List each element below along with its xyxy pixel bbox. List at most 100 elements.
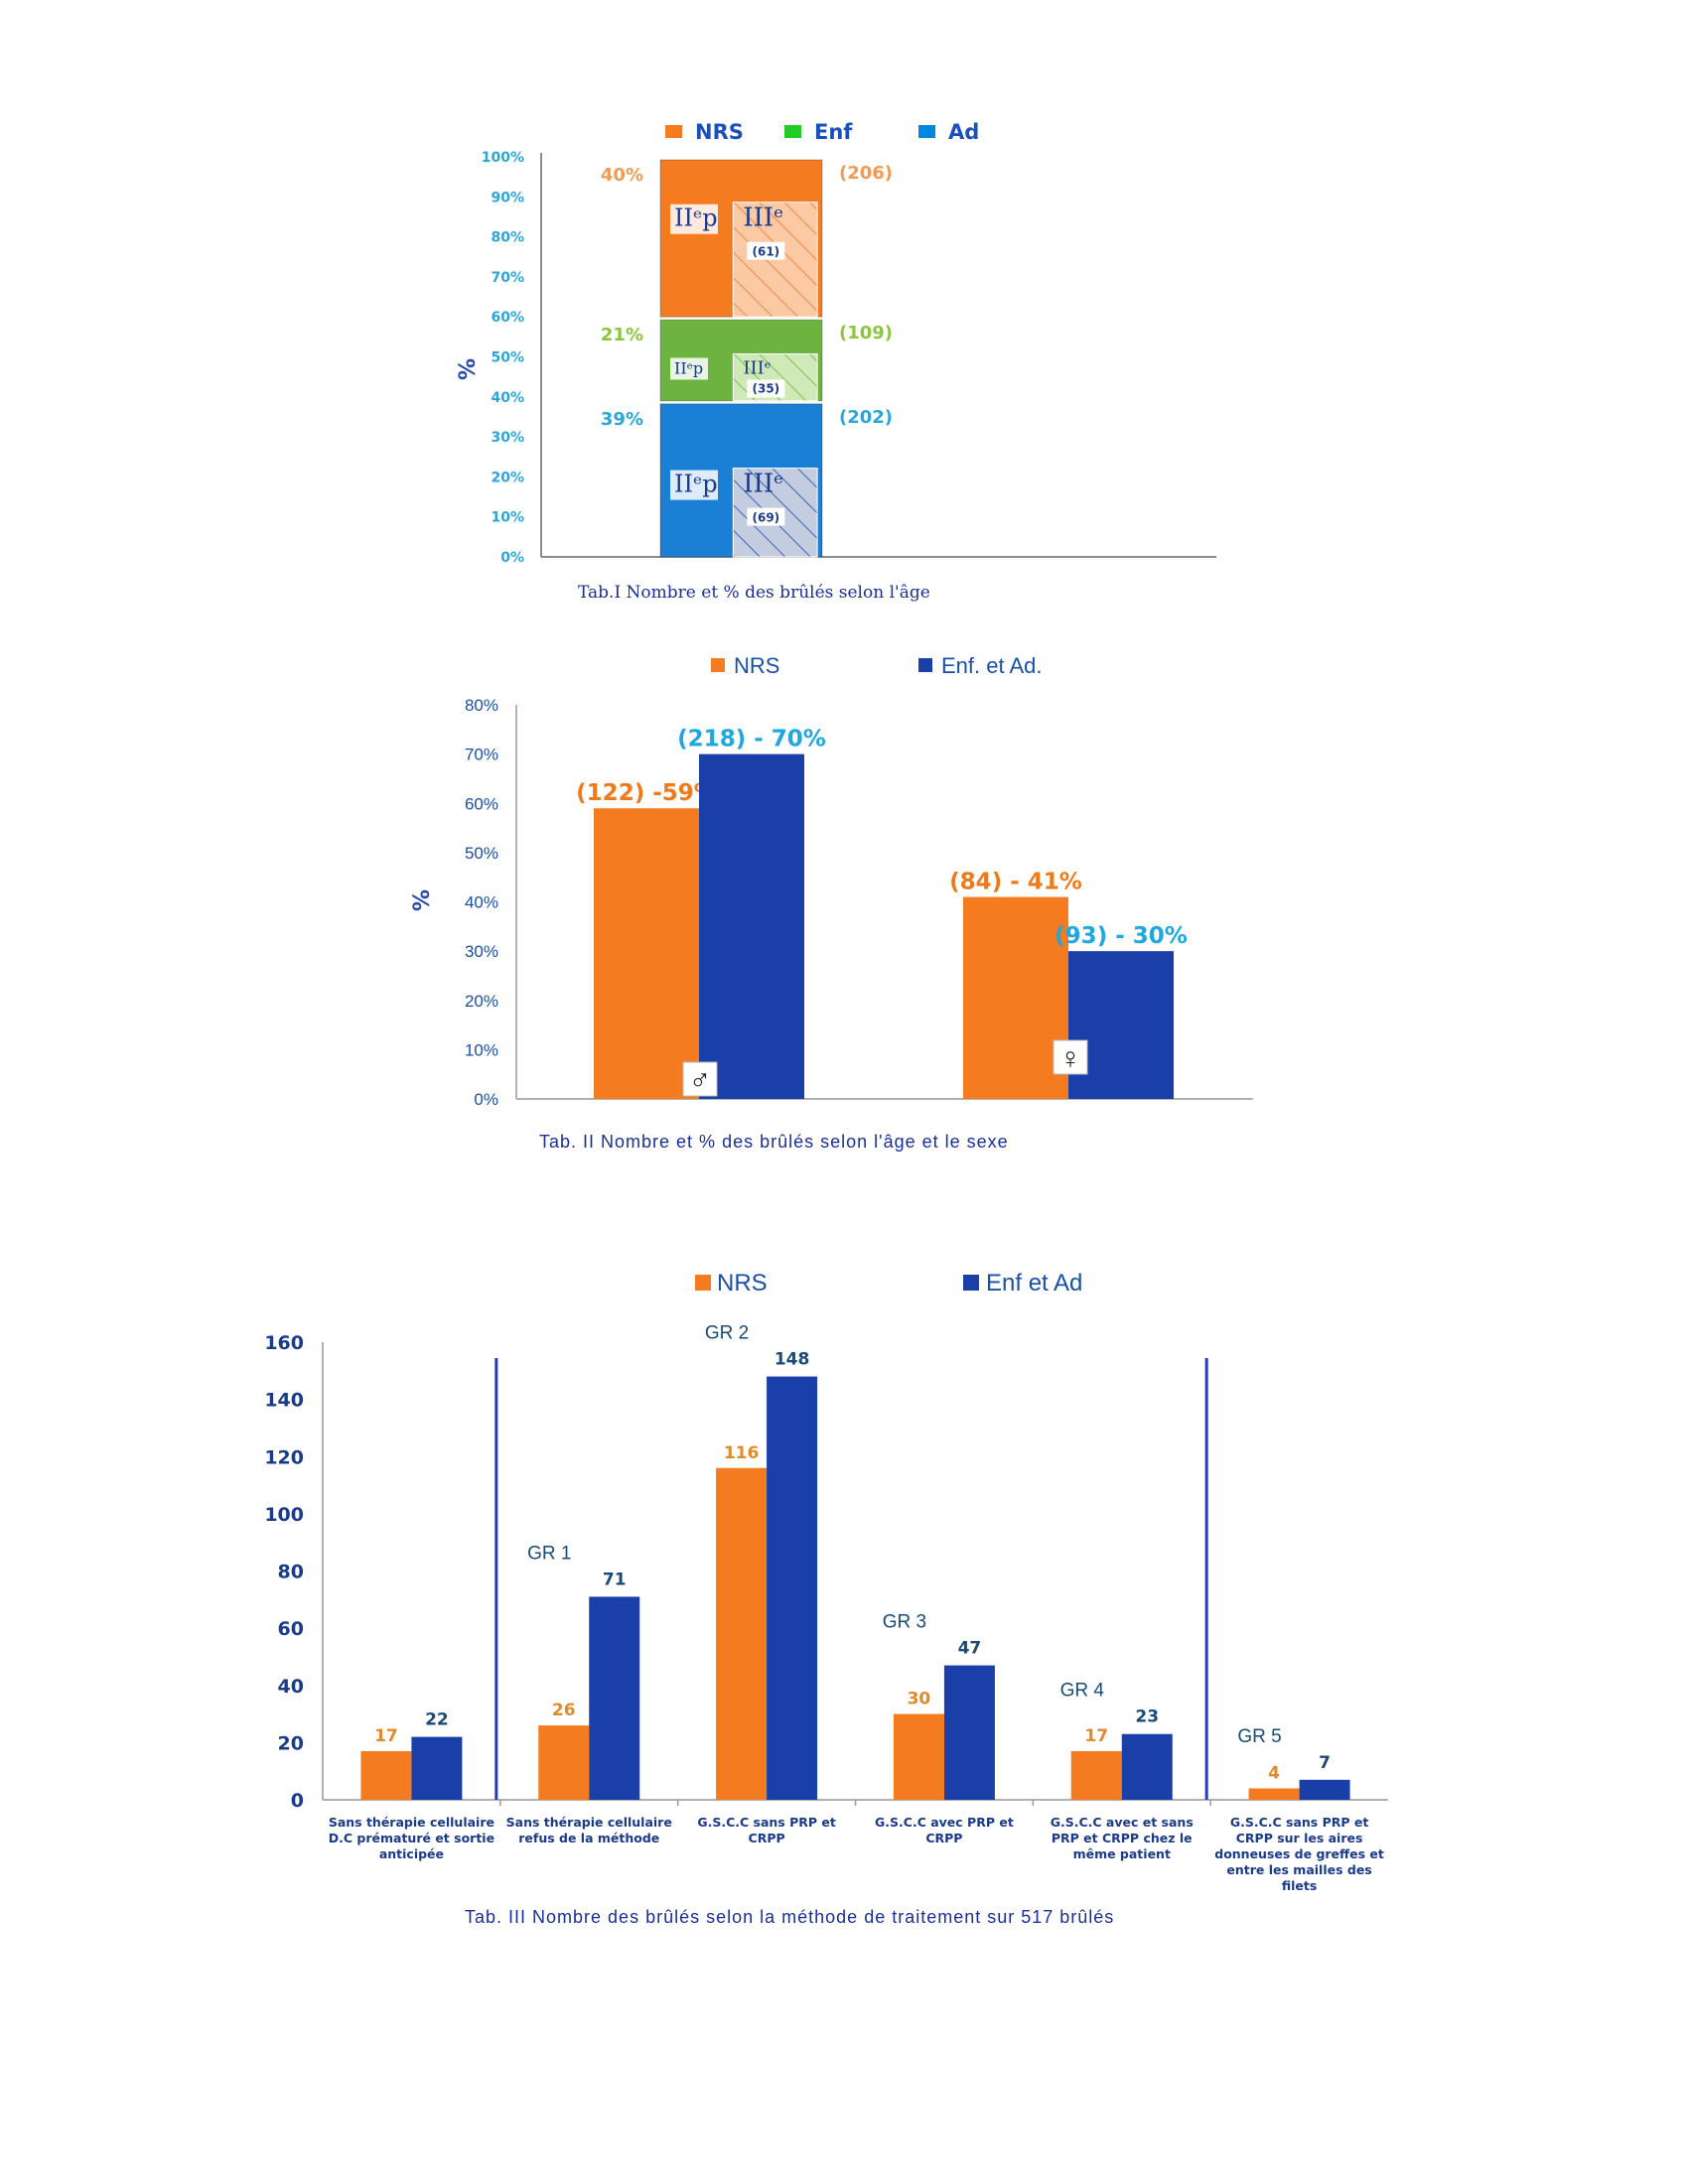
bar-enf-ad-5	[1299, 1779, 1350, 1800]
bar-nrs-2	[716, 1467, 768, 1800]
count-label-ad: (202)	[839, 407, 893, 428]
legend-label-enf-ad: Enf. et Ad.	[941, 653, 1043, 678]
y-tick-label: 90%	[491, 190, 524, 205]
y-axis-title: %	[410, 889, 435, 911]
category-label: G.S.C.C sans PRP et	[1230, 1815, 1369, 1830]
category-label: Sans thérapie cellulaire	[506, 1815, 672, 1830]
sub-count-box	[747, 379, 785, 398]
legend-label-nrs: NRS	[717, 1270, 768, 1297]
y-tick-label: 40%	[491, 390, 524, 406]
group-label: GR 3	[883, 1612, 926, 1633]
y-tick-label: 120	[264, 1446, 304, 1468]
y-tick-label: 70%	[465, 746, 498, 764]
bar-label: (84) - 41%	[949, 870, 1082, 895]
group-label: GR 1	[527, 1543, 571, 1564]
bar-value-label: 47	[958, 1639, 982, 1659]
category-label: refus de la méthode	[518, 1831, 659, 1845]
bar-enf-ad-0	[699, 753, 804, 1099]
y-tick-label: 0%	[500, 550, 524, 566]
pct-label-ad: 39%	[601, 409, 643, 430]
pct-label-enf: 21%	[601, 325, 643, 345]
y-axis-title: %	[456, 358, 481, 380]
bar-nrs-3	[893, 1713, 944, 1800]
bar-value-label: 23	[1135, 1707, 1159, 1727]
bar-value-label: 71	[603, 1570, 627, 1589]
y-tick-label: 50%	[465, 844, 498, 863]
category-label: donneuses de greffes et	[1214, 1846, 1384, 1861]
male-symbol-icon	[682, 1061, 718, 1097]
legend-label-nrs: NRS	[734, 653, 779, 678]
y-tick-label: 80	[278, 1562, 304, 1583]
group-label: GR 2	[705, 1323, 749, 1344]
count-label-enf: (109)	[839, 323, 893, 343]
category-label: CRPP sur les aires	[1236, 1831, 1363, 1845]
category-label: G.S.C.C sans PRP et	[697, 1815, 836, 1830]
sub-label-box	[670, 470, 718, 500]
chart-treatment-method: NRS Enf et Ad 0 20 40 60 80 100 120 140 160 17 22 San…	[264, 1270, 1388, 1927]
bar-value-label: 22	[425, 1710, 449, 1730]
bar-enf-ad-3	[943, 1665, 995, 1800]
category-label: CRPP	[925, 1831, 962, 1845]
sub-count-box	[747, 241, 785, 260]
y-tick-label: 20%	[491, 470, 524, 485]
y-tick-label: 0%	[474, 1090, 498, 1109]
sub-label-left: IIᵉp	[674, 205, 718, 232]
group-label: GR 4	[1060, 1681, 1105, 1702]
bar-value-label: 30	[908, 1690, 931, 1709]
y-tick-label: 40%	[465, 893, 498, 912]
y-tick-label: 80%	[491, 230, 524, 246]
sub-label-right: IIIᵉ	[743, 204, 783, 233]
legend-swatch-enf	[784, 125, 801, 138]
sub-label-right: IIIᵉ	[743, 357, 771, 378]
chart-age-stacked: NRS Enf Ad 0% 10% 20% 30% 40% 50% 60% 70% 80% 90% 100…	[456, 120, 1216, 603]
sub-label-right: IIIᵉ	[743, 470, 783, 499]
sub-count-label: (61)	[753, 245, 780, 259]
sub-label-box	[670, 204, 718, 234]
legend-swatch-enf-ad	[918, 658, 932, 672]
y-tick-label: 20	[278, 1732, 304, 1754]
legend-swatch-nrs	[711, 658, 725, 672]
legend-label-enf: Enf	[814, 120, 853, 144]
bar-enf-ad-1	[1068, 951, 1174, 1099]
y-tick-label: 0	[291, 1790, 304, 1812]
sex-symbol-label: ♂	[689, 1064, 712, 1097]
y-tick-label: 30%	[465, 942, 498, 961]
y-tick-label: 80%	[465, 696, 498, 715]
bar-nrs-5	[1248, 1788, 1300, 1800]
y-tick-label: 140	[264, 1390, 304, 1412]
bar-value-label: 7	[1319, 1753, 1331, 1773]
female-symbol-icon	[1053, 1039, 1088, 1075]
sub-count-label: (35)	[753, 381, 780, 395]
sex-symbol-label: ♀	[1059, 1042, 1082, 1075]
legend-label-enf-ad: Enf et Ad	[986, 1270, 1082, 1297]
sub-label-left: IIᵉp	[674, 358, 703, 377]
sub-label-box	[670, 357, 708, 380]
chart-caption: Tab. III Nombre des brûlés selon la méth…	[465, 1907, 1114, 1927]
y-tick-label: 50%	[491, 350, 524, 366]
legend-swatch-nrs	[665, 125, 682, 138]
category-label: filets	[1282, 1878, 1317, 1893]
bar-value-label: 17	[374, 1726, 398, 1746]
group-label: GR 5	[1237, 1726, 1281, 1747]
chart-caption: Tab.I Nombre et % des brûlés selon l'âge	[578, 583, 930, 603]
y-tick-label: 40	[278, 1676, 304, 1698]
bar-nrs-1	[963, 896, 1068, 1099]
y-tick-label: 60%	[465, 794, 498, 813]
bar-value-label: 116	[724, 1443, 760, 1463]
bar-value-label: 26	[552, 1701, 576, 1720]
bar-nrs-4	[1070, 1751, 1122, 1800]
y-tick-label: 10%	[465, 1040, 498, 1059]
y-tick-label: 10%	[491, 510, 524, 526]
legend-label-ad: Ad	[948, 120, 979, 144]
sub-count-box	[747, 507, 785, 526]
bar-nrs-1	[538, 1725, 590, 1800]
sub-count-label: (69)	[753, 511, 780, 525]
bar-value-label: 4	[1268, 1763, 1280, 1783]
y-tick-label: 70%	[491, 270, 524, 286]
bar-enf-ad-1	[589, 1596, 640, 1800]
bar-value-label: 17	[1084, 1726, 1108, 1746]
sub-label-left: IIᵉp	[674, 471, 718, 498]
y-tick-label: 60	[278, 1618, 304, 1640]
bar-label: (122) -59%	[576, 780, 717, 806]
category-label: G.S.C.C avec PRP et	[875, 1815, 1014, 1830]
